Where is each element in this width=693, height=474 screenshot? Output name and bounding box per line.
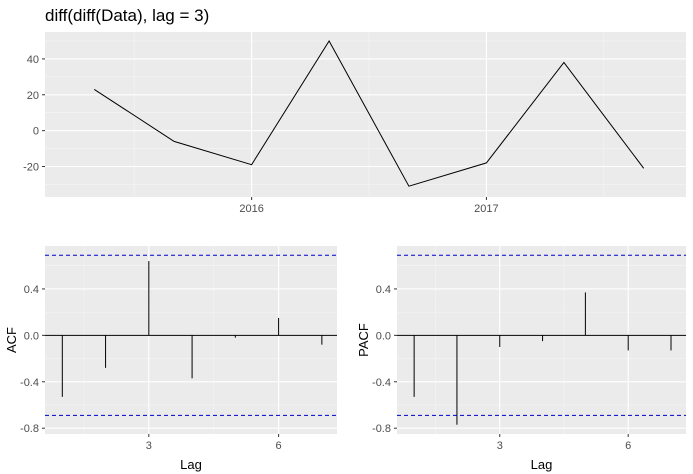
y-tick-label: -0.4	[372, 377, 391, 389]
time-series-panel: -20 0 20 40 2016 2017	[23, 32, 686, 215]
main-title: diff(diff(Data), lag = 3)	[45, 6, 209, 25]
y-axis-title: PACF	[356, 323, 371, 357]
acf-panel: -0.8 -0.4 0.0 0.4 3 6 Lag ACF	[4, 246, 337, 472]
y-tick-label: 0.0	[376, 330, 391, 342]
y-tick-label: 0.4	[376, 284, 391, 296]
x-tick-label: 6	[625, 440, 631, 452]
y-tick-label: 20	[27, 90, 39, 102]
x-tick-label: 2017	[474, 203, 498, 215]
series-line	[94, 40, 645, 187]
x-axis-title: Lag	[180, 457, 202, 472]
y-tick-label: 40	[27, 54, 39, 66]
pacf-panel: -0.8 -0.4 0.0 0.4 3 6 Lag PACF	[356, 246, 686, 472]
x-axis-title: Lag	[531, 457, 553, 472]
x-tick-label: 3	[497, 440, 503, 452]
y-tick-label: -0.8	[372, 423, 391, 435]
y-tick-label: 0.4	[24, 284, 39, 296]
y-tick-label: -0.8	[20, 423, 39, 435]
y-tick-label: -0.4	[20, 377, 39, 389]
x-tick-label: 6	[276, 440, 282, 452]
panel-background	[45, 32, 686, 197]
x-tick-label: 3	[146, 440, 152, 452]
x-tick-label: 2016	[239, 203, 263, 215]
y-axis-title: ACF	[4, 327, 19, 353]
y-tick-label: -20	[23, 162, 39, 174]
panel-background	[45, 246, 337, 434]
panel-background	[397, 246, 686, 434]
y-tick-label: 0.0	[24, 330, 39, 342]
y-tick-label: 0	[33, 126, 39, 138]
